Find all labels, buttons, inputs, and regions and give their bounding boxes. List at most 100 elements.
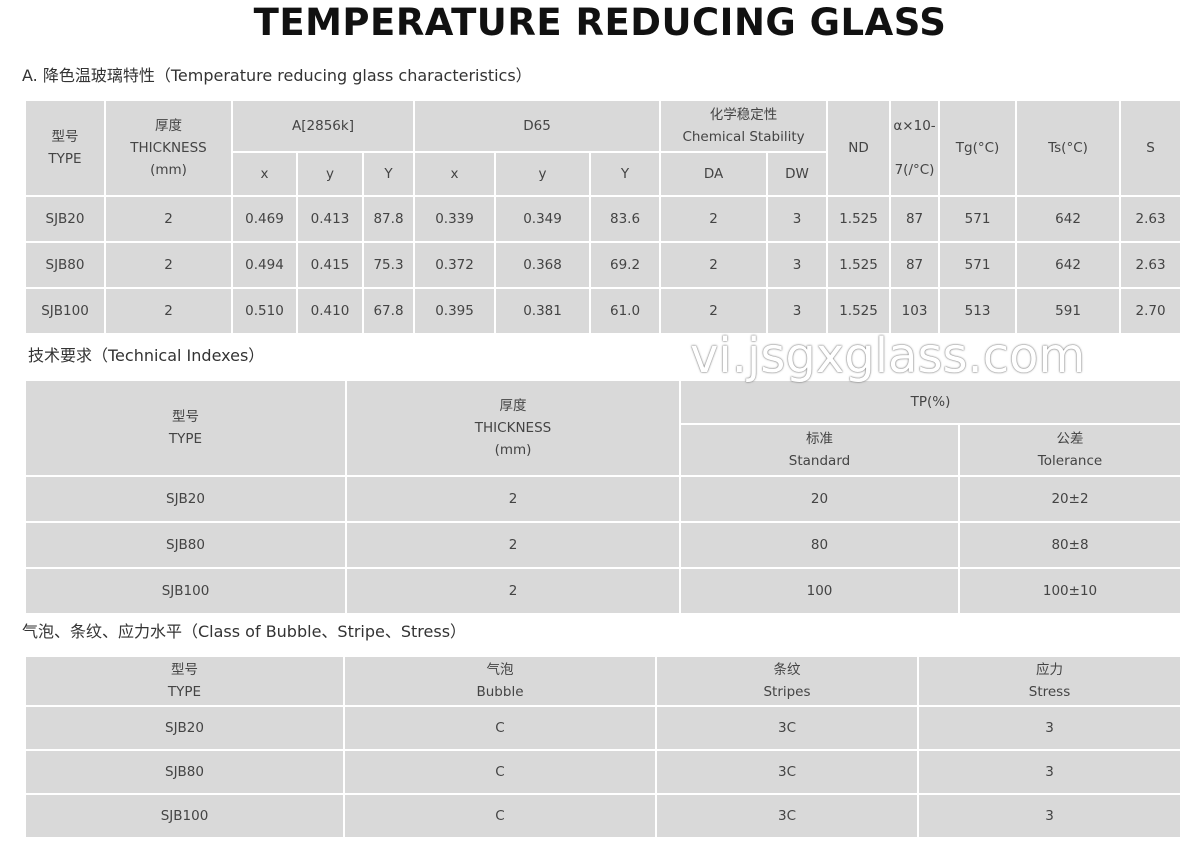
table-cell: 69.2 <box>589 241 662 289</box>
table-cell: SJB80 <box>24 749 345 795</box>
table-cell: 1.525 <box>826 241 892 289</box>
table-cell: 513 <box>938 287 1018 335</box>
header-ts: Ts(°C) <box>1015 99 1122 197</box>
header-tg: Tg(°C) <box>938 99 1018 197</box>
table-cell: 100±10 <box>958 567 1182 615</box>
table-cell: 571 <box>938 241 1018 289</box>
table-cell: 87 <box>889 241 941 289</box>
table-row: SJB20 2 20 20±2 <box>24 475 1182 523</box>
table-cell: 1.525 <box>826 287 892 335</box>
header-d65: D65 <box>413 99 662 153</box>
table-cell: 2 <box>345 521 681 569</box>
section-c-caption: 气泡、条纹、应力水平（Class of Bubble、Stripe、Stress… <box>22 622 467 641</box>
table-row: SJB20 C 3C 3 <box>24 705 1182 751</box>
header-s: S <box>1119 99 1183 197</box>
table-cell: 3C <box>655 749 919 795</box>
table-cell: 87.8 <box>361 195 416 243</box>
table-cell: SJB20 <box>24 195 106 243</box>
section-a-caption: A. 降色温玻璃特性（Temperature reducing glass ch… <box>22 66 532 85</box>
table-cell: 100 <box>679 567 960 615</box>
table-cell: 2 <box>104 241 233 289</box>
table-cell: 0.494 <box>231 241 298 289</box>
table-row: SJB100 C 3C 3 <box>24 793 1182 839</box>
header-dw: DW <box>766 151 829 197</box>
header-nd: ND <box>826 99 892 197</box>
table-row: SJB100 2 100 100±10 <box>24 567 1182 615</box>
header-chemical-stability: 化学稳定性 Chemical Stability <box>659 99 829 153</box>
table-row: SJB80 2 0.494 0.415 75.3 0.372 0.368 69.2 2 3 1.52… <box>24 241 1183 289</box>
table-cell: 0.349 <box>494 195 592 243</box>
table-row: SJB80 C 3C 3 <box>24 749 1182 795</box>
table-cell: 2.63 <box>1119 241 1183 289</box>
table-cell: 2 <box>104 287 233 335</box>
table-cell: 3 <box>766 241 829 289</box>
table-cell: 20±2 <box>958 475 1182 523</box>
header-tolerance: 公差 Tolerance <box>958 423 1182 477</box>
table-cell: 87 <box>889 195 941 243</box>
table-cell: 642 <box>1015 195 1122 243</box>
header-d65-Y: Y <box>589 151 662 197</box>
header-a2856k: A[2856k] <box>230 99 416 153</box>
table-cell: 0.469 <box>231 195 298 243</box>
header-type: 型号 TYPE <box>24 379 347 477</box>
table-cell: SJB100 <box>24 793 345 839</box>
table-cell: 2 <box>345 475 681 523</box>
bubble-stripe-stress-table: 型号 TYPE 气泡 Bubble 条纹 Stripes 应力 Stress SJB20… <box>24 655 1182 839</box>
table-cell: C <box>343 705 657 751</box>
table-cell: 67.8 <box>361 287 416 335</box>
table-cell: 3 <box>917 705 1182 751</box>
table-cell: 0.372 <box>413 241 497 289</box>
table-cell: C <box>343 749 657 795</box>
table-cell: 3 <box>917 749 1182 795</box>
table-cell: 2 <box>659 241 769 289</box>
table-cell: 20 <box>679 475 960 523</box>
table-cell: 61.0 <box>589 287 662 335</box>
table-cell: 3 <box>766 287 829 335</box>
table-cell: 2.63 <box>1119 195 1183 243</box>
table-cell: 0.415 <box>296 241 364 289</box>
table-row: SJB100 2 0.510 0.410 67.8 0.395 0.381 61.0 2 3 1.5… <box>24 287 1183 335</box>
table-cell: 0.381 <box>494 287 592 335</box>
table-cell: 103 <box>889 287 941 335</box>
header-standard: 标准 Standard <box>679 423 960 477</box>
header-bubble: 气泡 Bubble <box>343 655 657 707</box>
table-cell: 0.368 <box>494 241 592 289</box>
table-cell: 0.413 <box>296 195 364 243</box>
header-tp: TP(%) <box>679 379 1182 425</box>
page-title: TEMPERATURE REDUCING GLASS <box>253 1 947 44</box>
table-cell: 2.70 <box>1119 287 1183 335</box>
table-cell: SJB100 <box>24 567 347 615</box>
characteristics-table: 型号 TYPE 厚度 THICKNESS (mm) A[2856k] D65 化学稳定… <box>24 99 1183 335</box>
header-alpha: α×10- 7(/°C) <box>889 99 941 197</box>
table-row: SJB20 2 0.469 0.413 87.8 0.339 0.349 83.6 2 3 1.52… <box>24 195 1183 243</box>
header-thickness: 厚度 THICKNESS (mm) <box>104 99 233 197</box>
header-a-y: y <box>296 151 364 197</box>
table-cell: 3C <box>655 793 919 839</box>
table-cell: 3 <box>917 793 1182 839</box>
watermark: vi.jsgxglass.com <box>690 328 1086 384</box>
table-cell: 642 <box>1015 241 1122 289</box>
table-cell: SJB100 <box>24 287 106 335</box>
table-cell: 0.510 <box>231 287 298 335</box>
table-cell: SJB20 <box>24 475 347 523</box>
table-cell: 1.525 <box>826 195 892 243</box>
table-cell: C <box>343 793 657 839</box>
header-d65-y: y <box>494 151 592 197</box>
header-a-Y: Y <box>361 151 416 197</box>
table-cell: 571 <box>938 195 1018 243</box>
table-cell: 2 <box>104 195 233 243</box>
header-stripes: 条纹 Stripes <box>655 655 919 707</box>
technical-indexes-table: 型号 TYPE 厚度 THICKNESS (mm) TP(%) 标准 Standard … <box>24 379 1182 615</box>
header-type: 型号 TYPE <box>24 655 345 707</box>
table-cell: 0.339 <box>413 195 497 243</box>
header-stress: 应力 Stress <box>917 655 1182 707</box>
table-cell: 83.6 <box>589 195 662 243</box>
table-cell: 2 <box>659 287 769 335</box>
header-da: DA <box>659 151 769 197</box>
table-cell: SJB80 <box>24 521 347 569</box>
table-cell: SJB20 <box>24 705 345 751</box>
header-thickness: 厚度 THICKNESS (mm) <box>345 379 681 477</box>
table-cell: 75.3 <box>361 241 416 289</box>
header-d65-x: x <box>413 151 497 197</box>
table-cell: SJB80 <box>24 241 106 289</box>
